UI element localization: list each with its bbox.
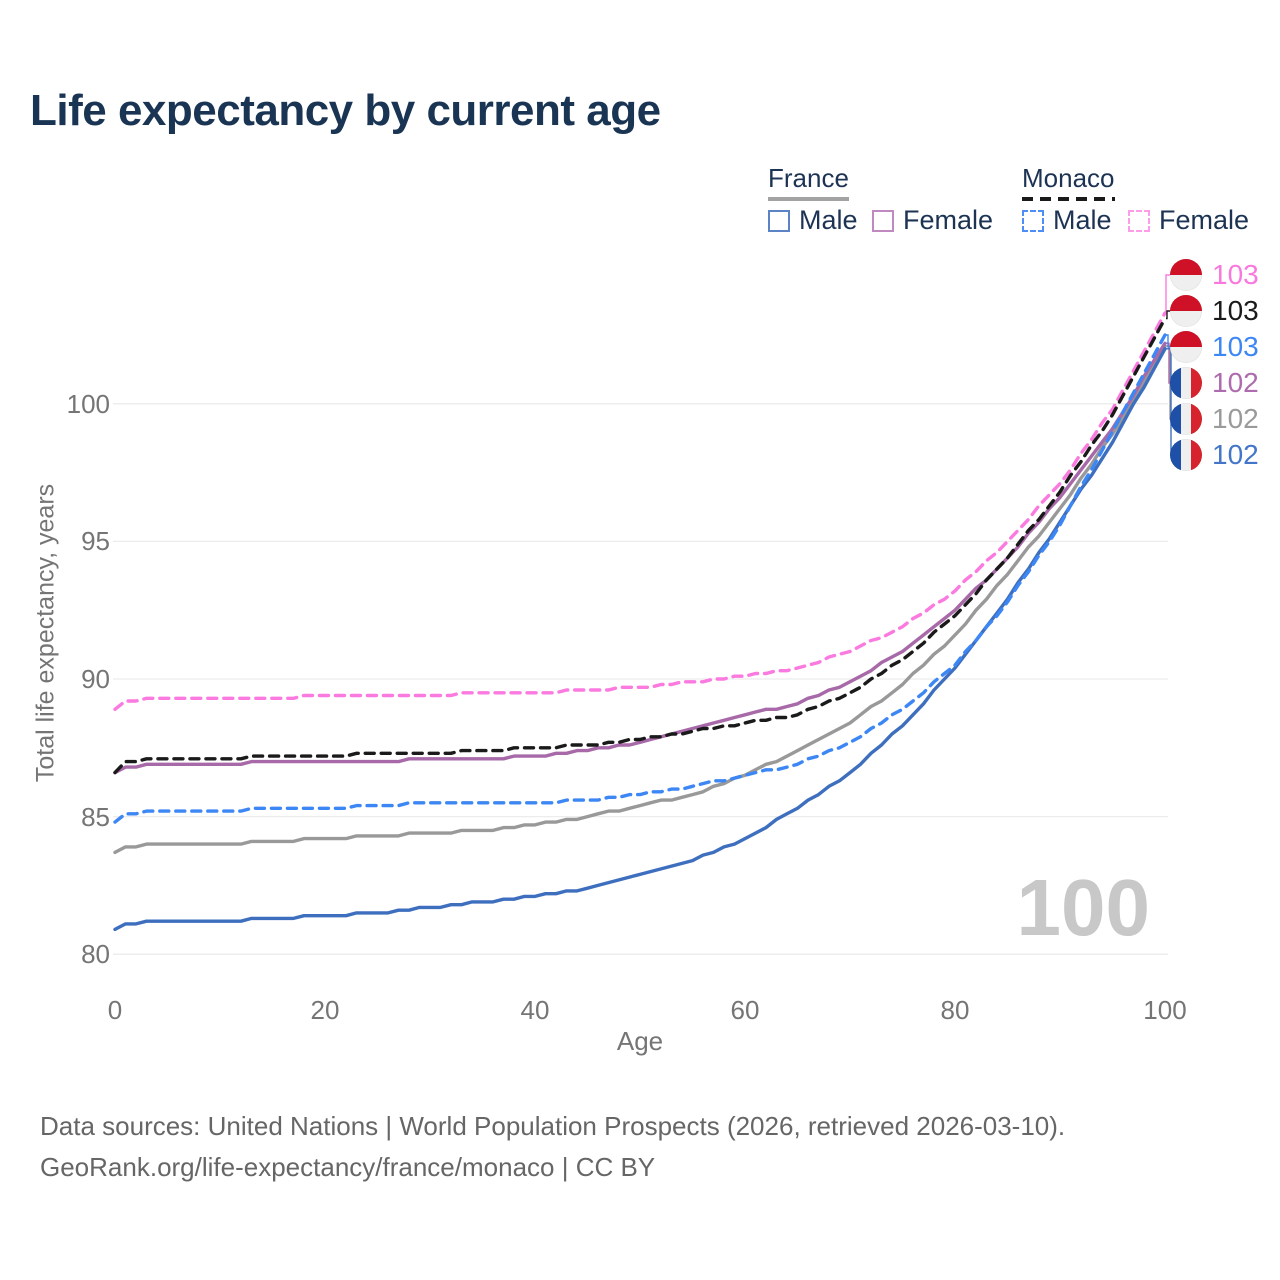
y-tick-80: 80	[81, 939, 110, 970]
legend-group-label: Monaco	[1022, 163, 1115, 193]
x-tick-100: 100	[1143, 995, 1187, 1025]
legend-item-france-female[interactable]: Female	[872, 205, 993, 236]
x-tick-60: 60	[730, 995, 760, 1025]
legend-item-label: Female	[903, 205, 994, 235]
x-tick-0: 0	[107, 995, 123, 1025]
end-value-france-female: 102	[1212, 367, 1259, 398]
legend-swatch-icon	[1128, 209, 1150, 232]
monaco-flag-icon	[1170, 331, 1202, 363]
x-tick-40: 40	[520, 995, 550, 1025]
legend-item-france-male[interactable]: Male	[768, 205, 858, 236]
france-flag-icon	[1170, 367, 1202, 399]
y-tick-85: 85	[81, 801, 110, 832]
legend-swatch-icon	[872, 209, 894, 232]
end-label-row-france-male: 102	[1170, 437, 1259, 473]
line-monaco-total[interactable]	[113, 316, 1167, 775]
end-value-france-total: 102	[1212, 403, 1259, 434]
legend-item-label: Female	[1159, 205, 1250, 235]
legend-underline-solid	[768, 197, 849, 201]
footer-line-2[interactable]: GeoRank.org/life-expectancy/france/monac…	[40, 1152, 656, 1182]
monaco-flag-icon	[1170, 295, 1202, 327]
end-label-row-monaco-female: 103	[1170, 257, 1259, 293]
line-monaco-male[interactable]	[113, 333, 1167, 824]
legend-item-label: Male	[799, 205, 858, 235]
y-tick-100: 100	[66, 388, 110, 419]
x-tick-80: 80	[940, 995, 970, 1025]
x-axis-title: Age	[616, 1026, 664, 1056]
legend-underline-dashed	[1022, 197, 1115, 201]
end-value-monaco-female: 103	[1212, 259, 1259, 290]
france-flag-icon	[1170, 439, 1202, 471]
end-label-row-monaco-total: 103	[1170, 293, 1259, 329]
legend-swatch-icon	[1022, 209, 1044, 232]
x-tick-20: 20	[310, 995, 340, 1025]
legend-group-label: France	[768, 163, 849, 193]
legend-item-monaco-male[interactable]: Male	[1022, 205, 1112, 236]
end-label-row-monaco-male: 103	[1170, 329, 1259, 365]
end-label-row-france-total: 102	[1170, 401, 1259, 437]
legend-group-france[interactable]: France	[768, 163, 849, 201]
line-monaco-female[interactable]	[113, 311, 1167, 711]
y-tick-95: 95	[81, 526, 110, 557]
footer-line-1: Data sources: United Nations | World Pop…	[40, 1111, 1066, 1141]
end-value-monaco-total: 103	[1212, 295, 1259, 326]
end-label-row-france-female: 102	[1170, 365, 1259, 401]
end-value-france-male: 102	[1212, 439, 1259, 470]
monaco-flag-icon	[1170, 259, 1202, 291]
france-flag-icon	[1170, 403, 1202, 435]
legend-group-monaco[interactable]: Monaco	[1022, 163, 1115, 201]
end-value-monaco-male: 103	[1212, 331, 1259, 362]
y-tick-90: 90	[81, 664, 110, 694]
hovered-age-watermark: 100	[1016, 863, 1150, 952]
legend-item-monaco-female[interactable]: Female	[1128, 205, 1249, 236]
legend-swatch-icon	[768, 209, 790, 232]
legend-item-label: Male	[1053, 205, 1112, 235]
footer-attribution: Data sources: United Nations | World Pop…	[40, 1106, 1065, 1188]
line-france-total[interactable]	[113, 344, 1167, 855]
page-title: Life expectancy by current age	[30, 86, 661, 135]
